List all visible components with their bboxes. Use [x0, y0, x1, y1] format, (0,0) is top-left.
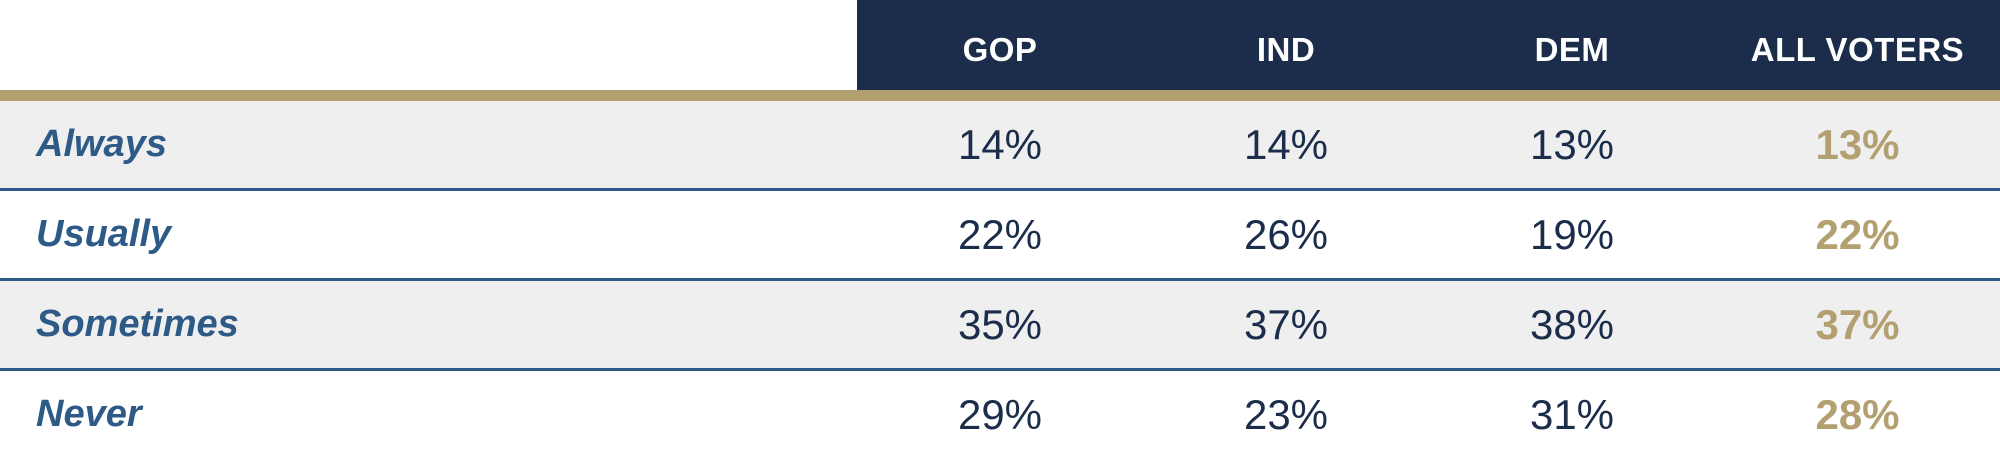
row-label: Usually [36, 213, 172, 255]
cell-ind: 23% [1243, 391, 1329, 438]
row-divider [0, 188, 2000, 191]
cell-dem: 31% [1529, 391, 1615, 438]
table-row: Usually 22% 26% 19% 22% [0, 191, 2000, 278]
cell-dem: 19% [1529, 211, 1615, 258]
cell-gop: 35% [957, 301, 1043, 348]
cell-dem: 38% [1529, 301, 1615, 348]
cell-gop: 22% [957, 211, 1043, 258]
cell-all-voters: 28% [1815, 391, 1900, 438]
cell-gop: 29% [957, 391, 1043, 438]
table-row: Never 29% 23% 31% 28% [0, 371, 2000, 458]
table-row: Sometimes 35% 37% 38% 37% [0, 281, 2000, 368]
table-header: GOP IND DEM ALL VOTERS [0, 0, 2000, 90]
header-gold-rule [0, 90, 2000, 101]
row-divider [0, 278, 2000, 281]
column-header-dem: DEM [1534, 31, 1610, 68]
cell-all-voters: 37% [1815, 301, 1900, 348]
cell-gop: 14% [957, 121, 1043, 168]
table-row: Always 14% 14% 13% 13% [0, 101, 2000, 188]
cell-ind: 26% [1243, 211, 1329, 258]
row-label: Never [36, 393, 142, 435]
column-header-all-voters: ALL VOTERS [1750, 31, 1965, 68]
row-divider [0, 368, 2000, 371]
cell-all-voters: 22% [1815, 211, 1900, 258]
cell-ind: 37% [1243, 301, 1329, 348]
header-background [857, 0, 2000, 90]
row-label: Always [36, 123, 167, 165]
row-label: Sometimes [36, 303, 239, 345]
cell-dem: 13% [1529, 121, 1615, 168]
column-header-gop: GOP [962, 31, 1038, 68]
cell-all-voters: 13% [1815, 121, 1900, 168]
cell-ind: 14% [1243, 121, 1329, 168]
column-header-ind: IND [1256, 31, 1316, 68]
